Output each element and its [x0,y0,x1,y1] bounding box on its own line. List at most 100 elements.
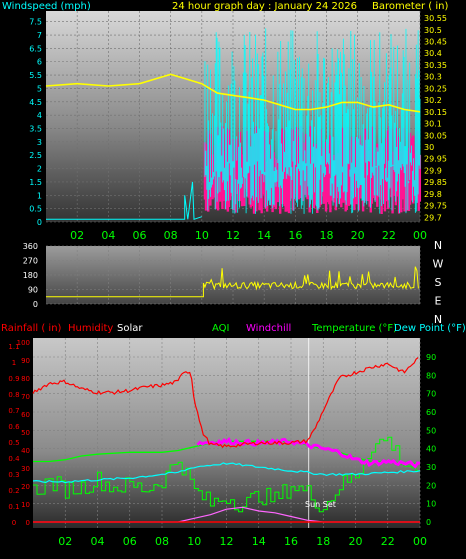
hour-tick-lower: 16 [284,535,298,548]
rainfall-tick: 0.3 [8,471,19,479]
windspeed-tick: 1.5 [29,178,42,187]
rainfall-tick: 0.4 [8,455,20,463]
hour-tick-lower: 18 [316,535,330,548]
windspeed-tick: 7 [37,31,42,40]
barometer-tick: 30.3 [424,73,442,82]
compass-label: S [435,276,442,289]
barometer-axis-label: Barometer ( in) [372,1,448,12]
windspeed-tick: 4 [37,111,42,120]
temperature-tick: 90 [426,353,436,362]
hour-tick: 02 [70,229,84,242]
rainfall-tick: 0.7 [8,407,19,415]
rainfall-tick: 0.1 [8,503,19,511]
barometer-tick: 30.45 [424,37,447,46]
hour-tick: 16 [288,229,302,242]
barometer-tick: 30.15 [424,108,447,117]
rainfall-tick: 0.9 [8,375,19,383]
hour-tick: 10 [195,229,209,242]
hour-tick: 06 [133,229,147,242]
compass-label: W [433,258,444,271]
barometer-tick: 29.75 [424,202,447,211]
dewpoint-line [32,462,421,484]
chart-title: 24 hour graph day : January 24 2026 [172,1,357,12]
windspeed-tick: 5.5 [29,71,42,80]
temperature-tick: 50 [426,426,436,435]
temperature-tick: 30 [426,463,436,472]
compass-label: N [434,239,442,252]
solar-label: Solar [117,323,143,334]
temperature-tick: 10 [426,500,436,509]
temp-panel-background [33,338,420,528]
hour-tick: 14 [257,229,271,242]
windspeed-tick: 5 [37,84,42,93]
rainfall-tick: 1 [12,359,16,367]
hour-tick-lower: 08 [155,535,169,548]
barometer-tick: 30.25 [424,84,447,93]
hour-tick-lower: 22 [381,535,395,548]
humidity-tick: 100 [17,339,30,347]
temperature-tick: 70 [426,390,436,399]
windchill-label: Windchill [246,323,291,334]
compass-label: E [435,295,442,308]
temperature-tick: 60 [426,408,436,417]
hour-tick-labels: 02 04 06 08 10 12 14 16 18 20 22 00 [70,229,427,242]
barometer-tick: 30.4 [424,49,442,58]
barometer-tick: 29.95 [424,155,447,164]
rainfall-tick: 0.2 [8,487,19,495]
windspeed-tick: 0 [37,218,42,227]
hour-tick-lower: 04 [91,535,105,548]
hour-tick: 08 [164,229,178,242]
temperature-humidity-panel: 0 0.1 0.2 0.3 0.4 0.5 0.6 0.7 0.8 0.9 1 1.1 0 10 20 30… [1,323,466,548]
humidity-tick: 70 [21,393,30,401]
hour-tick-lower: 14 [252,535,266,548]
rainfall-tick: 0.5 [8,439,19,447]
windspeed-tick: 7.5 [29,18,42,27]
humidity-tick: 0 [26,519,30,527]
windspeed-axis-label: Windspeed (mph) [2,1,91,12]
barometer-tick: 30 [424,143,434,152]
rainfall-label: Rainfall ( in) [1,323,62,334]
direction-tick: 360 [23,242,38,251]
barometer-tick: 30.5 [424,26,442,35]
direction-tick: 180 [23,271,38,280]
hour-tick-lower: 06 [123,535,137,548]
wind-barometer-panel: 00.511.522.533.544.555.566.577.5 29.729.… [2,1,448,242]
aqi-label: AQI [212,323,230,334]
temperature-tick: 20 [426,481,436,490]
windspeed-tick: 4.5 [29,98,42,107]
hour-tick-labels-lower: 02 04 06 08 10 12 14 16 18 20 22 00 [58,535,427,548]
solar-line [33,506,420,523]
windspeed-tick: 6.5 [29,44,42,53]
hour-tick-lower: 02 [58,535,72,548]
hour-tick: 12 [226,229,240,242]
humidity-tick: 40 [21,447,30,455]
humidity-tick: 90 [21,357,30,365]
barometer-tick: 30.1 [424,120,442,129]
hour-tick-lower: 20 [349,535,363,548]
barometer-tick: 30.55 [424,14,447,23]
windspeed-baseline [46,181,202,220]
temperature-tick: 80 [426,371,436,380]
direction-tick: 0 [33,300,38,309]
humidity-tick: 60 [21,411,30,419]
windspeed-tick: 2.5 [29,151,42,160]
humidity-tick: 10 [21,501,30,509]
temperature-tick: 40 [426,445,436,454]
hour-tick-lower: 12 [220,535,234,548]
temperature-tick: 0 [426,518,431,527]
direction-tick: 270 [23,257,38,266]
direction-tick: 90 [28,286,38,295]
hour-tick: 04 [101,229,115,242]
dewpoint-label: Dew Point (°F) [394,323,466,334]
hour-tick: 18 [320,229,334,242]
windspeed-tick: 1 [37,191,42,200]
barometer-tick: 30.05 [424,131,447,140]
barometer-line [45,73,421,113]
barometer-tick: 30.35 [424,61,447,70]
temperature-label: Temperature (°F) [311,323,397,334]
humidity-tick: 20 [21,483,30,491]
barometer-tick: 30.2 [424,96,442,105]
